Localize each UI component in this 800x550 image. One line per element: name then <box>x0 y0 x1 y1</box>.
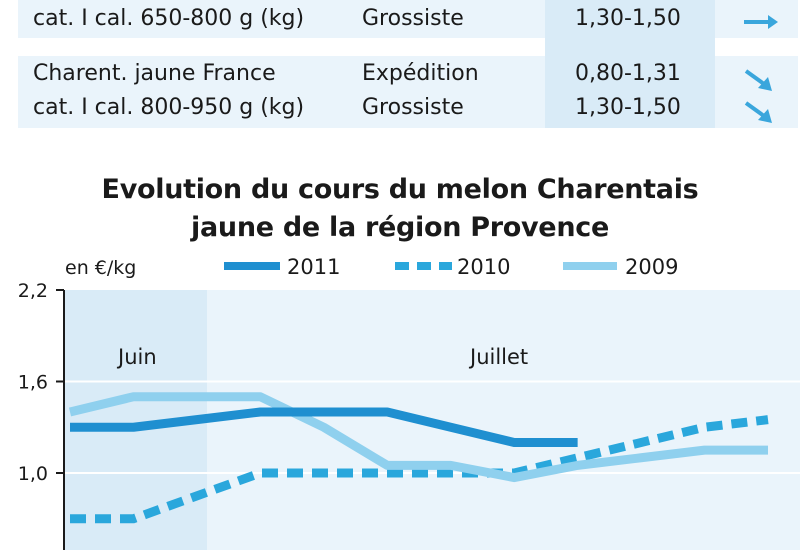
series-2010-line <box>70 415 769 524</box>
series-2011-line <box>70 407 578 447</box>
trend-down-icon <box>744 69 772 91</box>
table-stage: Grossiste <box>362 95 464 120</box>
series-lines <box>68 392 769 524</box>
chart-title: jaune de la région Provence <box>191 212 609 243</box>
y-tick-label: 1,0 <box>18 463 48 485</box>
chart-title: Evolution du cours du melon Charentais <box>101 174 699 205</box>
legend-2010-label: 2010 <box>457 255 510 279</box>
table-product: cat. I cal. 650-800 g (kg) <box>33 6 305 31</box>
table-stage: Grossiste <box>362 6 464 31</box>
series-2009-line <box>68 392 768 483</box>
line-chart: 2,21,61,00,4 en €/kg 2011 2010 2009 Juin… <box>18 255 800 550</box>
period-label-june: Juin <box>116 345 157 369</box>
trend-flat-icon <box>744 15 778 29</box>
table-stage: Expédition <box>362 61 479 86</box>
table-product: cat. I cal. 800-950 g (kg) <box>33 95 305 120</box>
y-axis-label: en €/kg <box>65 257 136 279</box>
period-label-july: Juillet <box>468 345 528 369</box>
y-tick-label: 1,6 <box>18 372 48 394</box>
table-price: 0,80-1,31 <box>575 61 681 86</box>
grid <box>65 380 800 474</box>
y-ticks: 2,21,61,00,4 <box>18 280 64 485</box>
legend-2011-label: 2011 <box>287 255 340 279</box>
legend-2009-label: 2009 <box>625 255 678 279</box>
price-column <box>545 0 715 128</box>
trend-down-icon <box>744 101 772 123</box>
table-price: 1,30-1,50 <box>575 6 681 31</box>
table-product: Charent. jaune France <box>33 61 276 86</box>
y-tick-label: 2,2 <box>18 280 48 302</box>
table-price: 1,30-1,50 <box>575 95 681 120</box>
